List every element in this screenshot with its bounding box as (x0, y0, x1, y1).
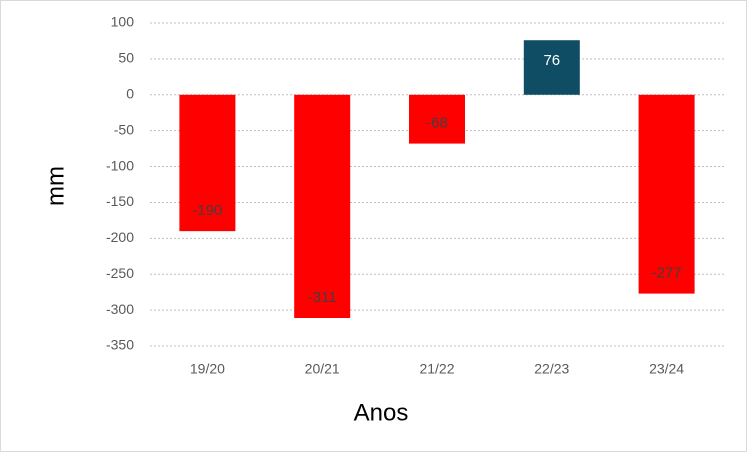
bar (523, 40, 580, 95)
data-label: -68 (426, 115, 448, 132)
data-label: -311 (308, 289, 337, 306)
y-tick-label: -200 (106, 229, 134, 245)
y-tick-label: 50 (118, 50, 134, 66)
bar (638, 94, 695, 294)
bar (409, 94, 465, 144)
data-label: 76 (543, 52, 560, 69)
y-tick-label: 100 (111, 14, 135, 30)
x-tick-label: 20/21 (305, 361, 340, 377)
x-tick-label: 19/20 (190, 361, 225, 377)
bar (294, 94, 351, 319)
y-tick-label: -150 (106, 193, 134, 209)
y-tick-label: -300 (106, 301, 134, 317)
y-tick-label: -50 (114, 121, 134, 137)
x-tick-label: 23/24 (649, 361, 684, 377)
data-label: -277 (652, 265, 682, 282)
bar (179, 94, 236, 232)
y-tick-label: -350 (106, 337, 134, 353)
x-axis-label: Anos (354, 399, 409, 426)
y-tick-label: -250 (106, 265, 134, 281)
y-tick-label: 0 (126, 85, 134, 101)
x-tick-label: 22/23 (534, 361, 569, 377)
x-tick-label: 21/22 (419, 361, 454, 377)
y-tick-label: -100 (106, 157, 134, 173)
data-label: -190 (192, 202, 222, 219)
y-axis-label: mm (42, 166, 69, 206)
